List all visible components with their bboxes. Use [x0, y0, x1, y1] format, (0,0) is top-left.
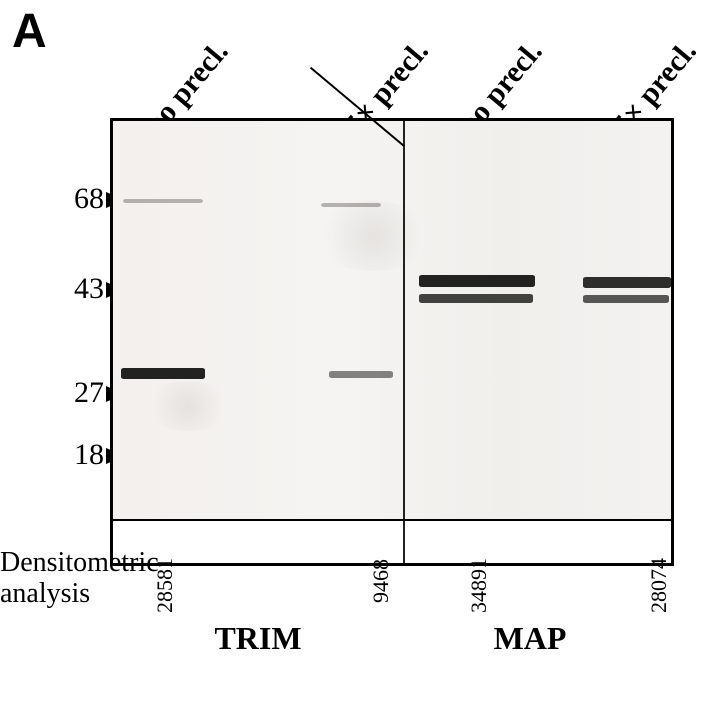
band-map-5x-precl-lower [583, 295, 669, 303]
densito-value-map-5x-precl: 28074 [646, 558, 672, 613]
faint-band [321, 203, 381, 207]
band-trim-5x-precl [329, 371, 393, 378]
band-map-5x-precl-upper [583, 277, 671, 288]
densito-caption-line1: Densitometric [0, 547, 159, 578]
section-label-trim: TRIM [198, 620, 318, 657]
densito-value-trim-5x-precl: 9468 [368, 559, 394, 603]
blot-smudge [313, 201, 433, 271]
band-trim-no-precl [121, 368, 205, 379]
panel-divider [403, 521, 405, 563]
blot-smudge [143, 381, 233, 431]
densito-value-map-no-precl: 34891 [466, 558, 492, 613]
densitometric-row [113, 519, 671, 563]
panel-letter: A [12, 4, 47, 59]
mw-label-43: 43 [44, 272, 104, 306]
section-label-map: MAP [470, 620, 590, 657]
western-blot-figure [110, 118, 674, 566]
mw-label-27: 27 [44, 376, 104, 410]
band-map-no-precl-lower [419, 294, 533, 303]
blot-background [113, 121, 671, 521]
panel-divider [403, 121, 405, 521]
mw-label-18: 18 [44, 438, 104, 472]
mw-label-68: 68 [44, 182, 104, 216]
densito-caption-line2: analysis [0, 578, 90, 609]
faint-band [123, 199, 203, 203]
band-map-no-precl-upper [419, 275, 535, 287]
densitometric-caption: Densitometric analysis [0, 548, 180, 610]
